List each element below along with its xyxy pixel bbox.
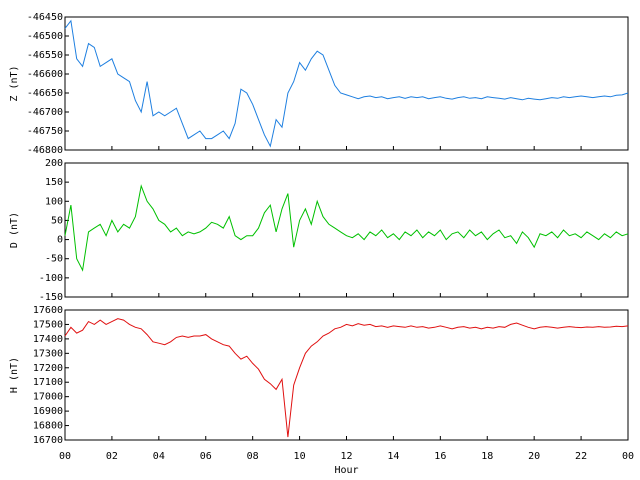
x-tick-label: 08 <box>247 451 259 462</box>
y-tick-label: 17100 <box>33 377 63 388</box>
y-tick-label: 17400 <box>33 334 63 345</box>
y-tick-label: 50 <box>51 215 63 226</box>
y-tick-label: -46500 <box>27 31 63 42</box>
data-line <box>64 184 629 272</box>
y-tick-label: 17600 <box>33 305 63 316</box>
y-tick-label: -46800 <box>27 145 63 156</box>
y-tick-label: -150 <box>39 292 63 303</box>
y-tick-label: 150 <box>45 177 63 188</box>
y-tick-label: 16700 <box>33 435 63 446</box>
y-axis-label: Z (nT) <box>9 65 20 101</box>
x-tick-label: 04 <box>153 451 165 462</box>
x-tick-label: 22 <box>575 451 587 462</box>
x-tick-label: 14 <box>387 451 399 462</box>
x-tick-label: 06 <box>200 451 212 462</box>
x-tick-label: 00 <box>59 451 71 462</box>
x-tick-label: 00 <box>622 451 634 462</box>
x-tick-label: 12 <box>340 451 352 462</box>
x-tick-label: 02 <box>106 451 118 462</box>
y-tick-label: 17300 <box>33 348 63 359</box>
y-tick-label: -46450 <box>27 12 63 23</box>
x-tick-label: 16 <box>434 451 446 462</box>
y-tick-label: 200 <box>45 158 63 169</box>
y-tick-label: 16900 <box>33 406 63 417</box>
y-tick-label: 17000 <box>33 392 63 403</box>
y-axis-label: H (nT) <box>9 357 20 393</box>
y-axis-label: D (nT) <box>9 212 20 248</box>
y-tick-label: -46750 <box>27 126 63 137</box>
y-tick-label: 17200 <box>33 363 63 374</box>
y-tick-label: 17500 <box>33 319 63 330</box>
y-tick-label: -50 <box>45 254 63 265</box>
y-tick-label: 16800 <box>33 421 63 432</box>
x-axis-label: Hour <box>334 465 358 476</box>
panel-frame <box>64 16 629 151</box>
panel-frame <box>64 162 629 298</box>
x-tick-label: 10 <box>294 451 306 462</box>
y-tick-label: -46600 <box>27 69 63 80</box>
panel-frame <box>64 309 629 441</box>
y-tick-label: 0 <box>57 235 63 246</box>
y-tick-label: -46650 <box>27 88 63 99</box>
x-tick-label: 20 <box>528 451 540 462</box>
y-tick-label: 100 <box>45 196 63 207</box>
y-tick-label: -46550 <box>27 50 63 61</box>
y-tick-label: -100 <box>39 273 63 284</box>
x-tick-label: 18 <box>481 451 493 462</box>
y-tick-label: -46700 <box>27 107 63 118</box>
data-line <box>64 318 629 438</box>
data-line <box>64 19 629 148</box>
